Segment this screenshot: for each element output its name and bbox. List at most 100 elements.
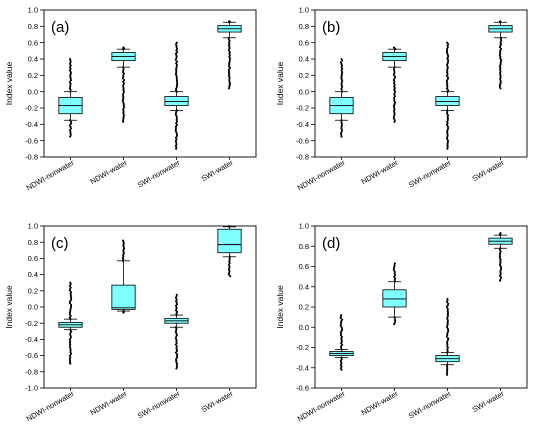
outlier-point [339, 323, 342, 326]
outlier-point [122, 117, 125, 120]
outlier-point [447, 302, 450, 305]
outlier-point [227, 68, 230, 71]
outlier-point [122, 103, 125, 106]
box-plot [329, 314, 354, 371]
x-tick-label: SWI-nonwater [407, 158, 453, 190]
y-tick-label: -0.6 [296, 136, 309, 145]
y-tick-label: 0.4 [299, 55, 309, 64]
outlier-point [499, 63, 502, 66]
outlier-point [122, 258, 125, 261]
outlier-point [446, 334, 449, 337]
outlier-point [174, 126, 177, 130]
outlier-point [69, 132, 72, 135]
outlier-point [446, 117, 449, 120]
outlier-point [446, 368, 449, 371]
outlier-point [499, 79, 502, 82]
outlier-point [70, 120, 73, 123]
outlier-point [445, 372, 449, 375]
outlier-point [68, 313, 71, 316]
outlier-point [340, 125, 343, 128]
outlier-point [175, 346, 178, 349]
outlier-point [392, 116, 395, 119]
outlier-point [445, 81, 448, 84]
outlier-point [175, 134, 179, 138]
outlier-point [69, 331, 72, 334]
outlier-point [498, 248, 501, 251]
outlier-point [394, 321, 397, 324]
outlier-point [393, 119, 396, 122]
outlier-point [446, 321, 449, 324]
outlier-point [122, 107, 125, 111]
outlier-point [175, 122, 178, 125]
outlier-point [447, 337, 450, 340]
outlier-point [70, 127, 73, 130]
outlier-point [446, 348, 449, 351]
outlier-point [175, 334, 178, 337]
outlier-point [229, 57, 232, 60]
outlier-point [446, 139, 450, 142]
outlier-point [175, 329, 178, 332]
outlier-point [499, 50, 502, 54]
outlier-point [175, 71, 178, 74]
outlier-point [68, 357, 71, 360]
outlier-point [175, 348, 178, 351]
outlier-point [393, 95, 397, 98]
outlier-point [175, 367, 178, 370]
outlier-point [393, 262, 396, 265]
y-tick-label: 0.0 [28, 303, 38, 312]
outlier-point [393, 111, 396, 114]
outlier-point [175, 307, 178, 310]
outlier-point [339, 315, 342, 318]
outlier-point [69, 64, 72, 67]
outlier-point [340, 339, 343, 342]
outlier-point [174, 144, 177, 147]
outlier-point [498, 68, 502, 71]
outlier-point [393, 274, 397, 277]
outlier-point [340, 346, 343, 350]
outlier-point [498, 253, 501, 256]
outlier-point [175, 110, 178, 114]
outlier-point [175, 359, 178, 362]
outlier-point [341, 71, 344, 74]
box-plot [488, 232, 513, 282]
outlier-point [228, 62, 231, 65]
outlier-point [68, 333, 72, 336]
outlier-point [69, 59, 72, 62]
outlier-point [69, 67, 72, 70]
outlier-point [446, 297, 449, 300]
outlier-point [392, 117, 395, 120]
outlier-point [122, 114, 126, 117]
outlier-point [175, 49, 178, 52]
outlier-point [446, 131, 449, 134]
outlier-point [69, 82, 72, 85]
outlier-point [70, 330, 73, 333]
outlier-point [393, 69, 396, 72]
outlier-point [499, 266, 503, 269]
outlier-point [69, 303, 73, 306]
outlier-point [175, 364, 178, 367]
outlier-point [499, 82, 502, 85]
y-tick-label: -1.0 [25, 384, 38, 393]
outlier-point [499, 69, 502, 73]
y-tick-label: 0.4 [28, 270, 38, 279]
outlier-point [446, 65, 449, 68]
outlier-point [175, 77, 178, 81]
outlier-point [176, 81, 179, 84]
outlier-point [499, 71, 502, 74]
outlier-point [228, 77, 231, 80]
outlier-point [228, 54, 231, 57]
outlier-point [340, 130, 343, 133]
outlier-point [446, 330, 450, 334]
outlier-point [446, 77, 449, 81]
outlier-point [122, 239, 125, 242]
outlier-point [340, 328, 344, 331]
outlier-point [175, 57, 178, 60]
outlier-point [445, 335, 448, 338]
outlier-point [446, 315, 449, 318]
outlier-point [228, 79, 231, 82]
outlier-point [446, 349, 449, 353]
x-tick-label: SWI-water [471, 158, 506, 184]
outlier-point [175, 310, 179, 314]
outlier-point [498, 65, 501, 68]
outlier-point [498, 54, 501, 57]
